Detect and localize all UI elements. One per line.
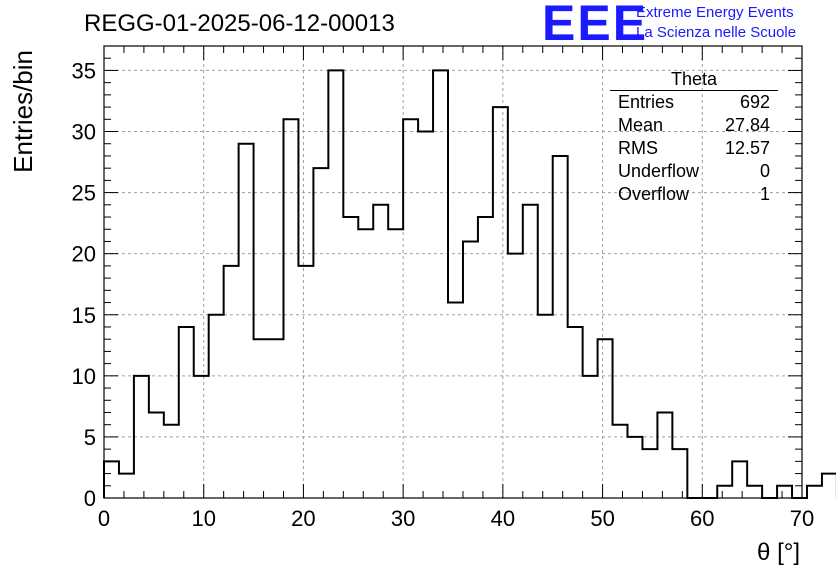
histogram-bin [418, 132, 433, 498]
histogram-bin [568, 327, 583, 498]
y-axis-title: Entries/bin [8, 50, 38, 173]
histogram-bin [777, 486, 792, 498]
stats-label: Underflow [618, 161, 700, 181]
stats-row-entries: Entries 692 [610, 91, 778, 114]
y-tick-label: 25 [72, 181, 96, 206]
chart-title: REGG-01-2025-06-12-00013 [84, 10, 395, 37]
stats-value: 692 [739, 92, 770, 112]
histogram-bin [822, 474, 836, 498]
histogram-bin [224, 266, 239, 498]
histogram-bin [373, 205, 388, 498]
stats-row-rms: RMS 12.57 [610, 137, 778, 160]
histogram-bin [179, 327, 194, 498]
stats-title: Theta [610, 69, 778, 91]
histogram-bin [448, 303, 463, 498]
stats-label: Overflow [618, 184, 690, 204]
histogram-bin [433, 70, 448, 498]
histogram-bin [358, 229, 373, 498]
histogram-bin [298, 266, 313, 498]
stats-label: Entries [618, 92, 675, 112]
histogram-bin [747, 486, 762, 498]
x-tick-label: 60 [690, 506, 714, 531]
histogram-bin [628, 437, 643, 498]
histogram-bin [672, 449, 687, 498]
y-tick-label: 35 [72, 58, 96, 83]
histogram-bin [283, 119, 298, 498]
x-tick-label: 10 [191, 506, 215, 531]
histogram-bin [657, 412, 672, 498]
histogram-bin [164, 425, 179, 498]
histogram-bin [613, 425, 628, 498]
histogram-bin [104, 461, 119, 498]
histogram-bin [239, 144, 254, 498]
brand-line-1: Extreme Energy Events [636, 4, 794, 21]
histogram-bin [388, 229, 403, 498]
y-tick-label: 20 [72, 242, 96, 267]
histogram-bin [149, 412, 164, 498]
histogram-bin [583, 376, 598, 498]
stats-value: 1 [759, 184, 770, 204]
eee-logo: EEE [542, 0, 649, 51]
x-tick-label: 50 [590, 506, 614, 531]
histogram-bin [343, 217, 358, 498]
x-tick-label: 20 [291, 506, 315, 531]
x-tick-label: 40 [491, 506, 515, 531]
stats-box: Theta Entries 692 Mean 27.84 RMS 12.57 U… [610, 69, 778, 206]
histogram-bin [553, 156, 568, 498]
histogram-bin [598, 339, 613, 498]
stats-label: Mean [618, 115, 664, 135]
histogram-bin [807, 486, 822, 498]
plot-frame [103, 45, 803, 499]
histogram-bin [313, 168, 328, 498]
stats-row-underflow: Underflow 0 [610, 160, 778, 183]
brand-line-2: La Scienza nelle Scuole [636, 24, 797, 41]
y-tick-label: 0 [84, 486, 96, 511]
histogram-bin [478, 217, 493, 498]
x-tick-label: 70 [790, 506, 814, 531]
histogram-bin [209, 315, 224, 498]
stats-value: 12.57 [724, 138, 770, 158]
histogram-bin [493, 107, 508, 498]
histogram-outline [103, 69, 836, 499]
histogram-bin [119, 474, 134, 498]
stats-label: RMS [618, 138, 658, 158]
stats-row-overflow: Overflow 1 [610, 183, 778, 206]
histogram-bin [508, 254, 523, 498]
x-axis-title: θ [°] [757, 539, 800, 566]
histogram-bin [269, 339, 284, 498]
histogram-bin [254, 339, 269, 498]
histogram-bin [732, 461, 747, 498]
x-tick-label: 30 [391, 506, 415, 531]
histogram-bin [134, 376, 149, 498]
y-tick-label: 10 [72, 364, 96, 389]
histogram-bin [403, 119, 418, 498]
histogram-bin [717, 486, 732, 498]
stats-value: 0 [759, 161, 770, 181]
y-tick-label: 30 [72, 120, 96, 145]
stats-value: 27.84 [724, 115, 770, 135]
y-tick-label: 5 [84, 425, 96, 450]
histogram-bin [328, 70, 343, 498]
histogram-bin [538, 315, 553, 498]
x-tick-label: 0 [98, 506, 110, 531]
histogram-bin [642, 449, 657, 498]
histogram-bin [194, 376, 209, 498]
y-tick-label: 15 [72, 303, 96, 328]
histogram-bin [523, 205, 538, 498]
stats-row-mean: Mean 27.84 [610, 114, 778, 137]
histogram-bin [463, 241, 478, 498]
